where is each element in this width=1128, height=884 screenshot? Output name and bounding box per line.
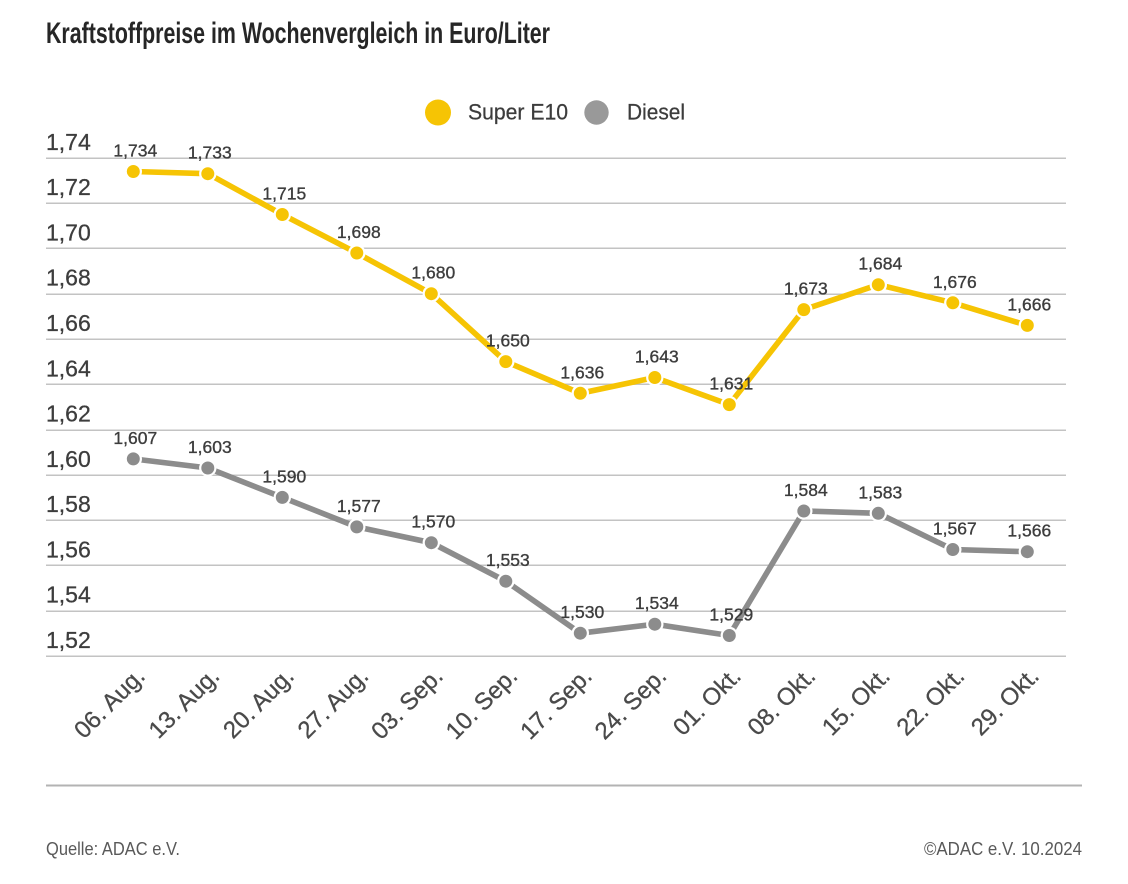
svg-text:1,566: 1,566 [1007, 521, 1051, 541]
svg-text:1,74: 1,74 [46, 129, 91, 155]
svg-text:1,684: 1,684 [858, 254, 902, 274]
svg-text:1,54: 1,54 [46, 582, 91, 608]
svg-text:1,584: 1,584 [784, 480, 828, 500]
svg-text:1,567: 1,567 [933, 519, 977, 539]
svg-text:1,607: 1,607 [113, 428, 157, 448]
svg-text:1,636: 1,636 [560, 362, 604, 382]
svg-text:1,68: 1,68 [46, 265, 91, 291]
svg-text:1,733: 1,733 [188, 143, 232, 163]
svg-text:1,60: 1,60 [46, 446, 91, 472]
svg-text:1,529: 1,529 [709, 605, 753, 625]
svg-text:1,583: 1,583 [858, 482, 902, 502]
svg-text:1,666: 1,666 [1007, 294, 1051, 314]
svg-text:1,58: 1,58 [46, 491, 91, 517]
svg-text:1,676: 1,676 [933, 272, 977, 292]
svg-text:1,56: 1,56 [46, 536, 91, 562]
svg-text:1,650: 1,650 [486, 331, 530, 351]
svg-text:1,715: 1,715 [262, 184, 306, 204]
svg-text:1,734: 1,734 [113, 141, 157, 161]
svg-text:1,62: 1,62 [46, 401, 91, 427]
svg-text:1,534: 1,534 [635, 593, 679, 613]
svg-text:1,603: 1,603 [188, 437, 232, 457]
svg-text:1,52: 1,52 [46, 627, 91, 653]
svg-text:1,570: 1,570 [411, 512, 455, 532]
svg-text:1,643: 1,643 [635, 347, 679, 367]
svg-text:1,530: 1,530 [560, 602, 604, 622]
svg-text:Diesel: Diesel [627, 100, 685, 125]
svg-text:1,631: 1,631 [709, 374, 753, 394]
svg-text:Super E10: Super E10 [468, 100, 568, 125]
svg-text:1,698: 1,698 [337, 222, 381, 242]
svg-text:1,577: 1,577 [337, 496, 381, 516]
svg-text:1,680: 1,680 [411, 263, 455, 283]
svg-text:1,673: 1,673 [784, 279, 828, 299]
svg-text:Quelle: ADAC e.V.: Quelle: ADAC e.V. [46, 839, 180, 859]
svg-text:1,64: 1,64 [46, 355, 91, 381]
svg-text:1,553: 1,553 [486, 550, 530, 570]
svg-text:©ADAC e.V. 10.2024: ©ADAC e.V. 10.2024 [924, 839, 1082, 859]
svg-text:Kraftstoffpreise im Wochenverg: Kraftstoffpreise im Wochenvergleich in E… [46, 17, 550, 50]
svg-text:1,66: 1,66 [46, 310, 91, 336]
svg-text:1,70: 1,70 [46, 219, 91, 245]
svg-text:1,590: 1,590 [262, 466, 306, 486]
svg-text:1,72: 1,72 [46, 174, 91, 200]
